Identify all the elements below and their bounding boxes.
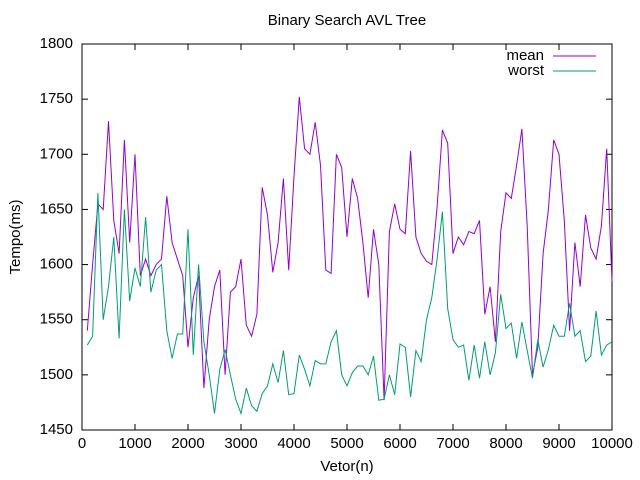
- legend-label: worst: [507, 62, 545, 79]
- x-tick-label: 0: [78, 435, 86, 452]
- y-tick-label: 1500: [40, 366, 73, 383]
- x-tick-label: 7000: [436, 435, 469, 452]
- x-tick-label: 5000: [330, 435, 363, 452]
- x-tick-label: 3000: [224, 435, 257, 452]
- x-tick-label: 9000: [542, 435, 575, 452]
- y-tick-label: 1650: [40, 200, 73, 217]
- y-tick-label: 1550: [40, 311, 73, 328]
- x-tick-label: 6000: [383, 435, 416, 452]
- x-tick-label: 1000: [118, 435, 151, 452]
- line-series: [86, 192, 613, 416]
- x-tick-label: 2000: [171, 435, 204, 452]
- legend-label: mean: [506, 47, 544, 64]
- y-tick-label: 1700: [40, 145, 73, 162]
- y-tick-label: 1800: [40, 35, 73, 52]
- x-tick-label: 10000: [591, 435, 633, 452]
- x-tick-label: 4000: [277, 435, 310, 452]
- line-series: [86, 96, 613, 401]
- y-tick-label: 1600: [40, 256, 73, 273]
- y-tick-label: 1750: [40, 90, 73, 107]
- y-tick-label: 1450: [40, 421, 73, 438]
- x-axis-label: Vetor(n): [320, 458, 373, 475]
- y-axis-label: Tempo(ms): [7, 199, 24, 274]
- chart-title: Binary Search AVL Tree: [268, 12, 426, 29]
- x-tick-label: 8000: [489, 435, 522, 452]
